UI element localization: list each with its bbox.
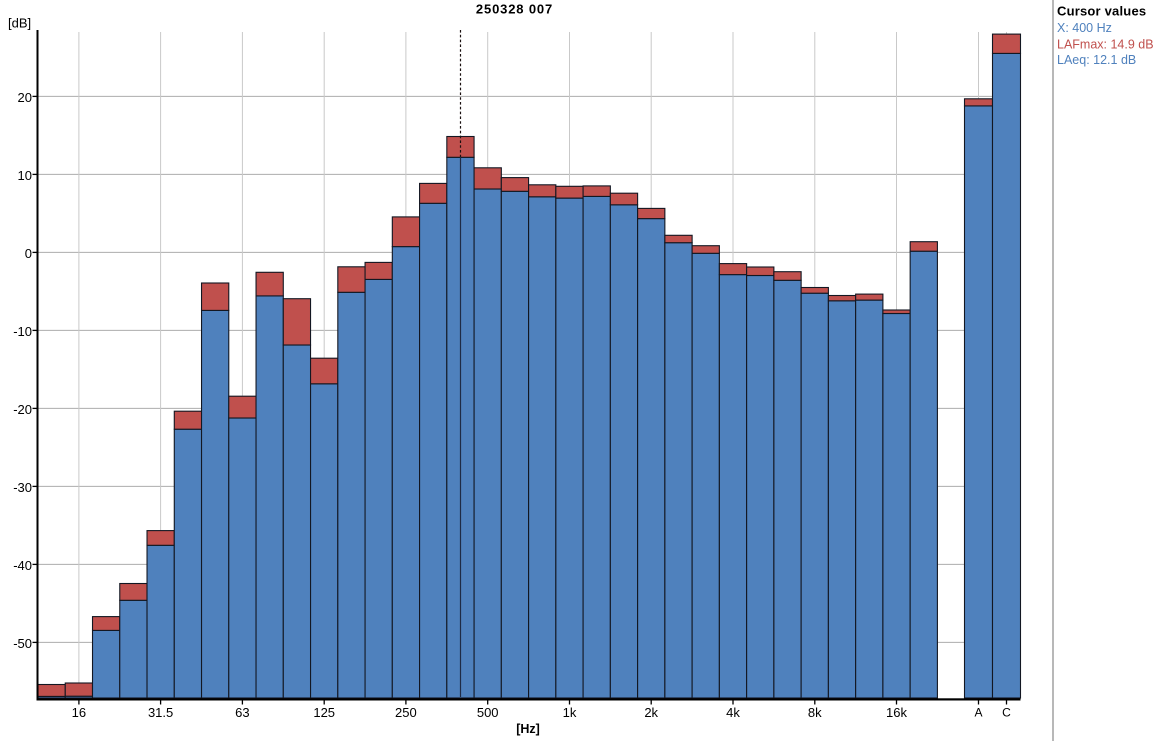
svg-text:A: A [974, 706, 982, 720]
svg-text:250328 007: 250328 007 [476, 1, 553, 16]
svg-text:X: 400 Hz: X: 400 Hz [1057, 21, 1112, 35]
svg-text:LAeq: 12.1 dB: LAeq: 12.1 dB [1057, 53, 1136, 67]
svg-text:16: 16 [72, 705, 86, 720]
svg-text:C: C [1002, 706, 1011, 720]
svg-text:2k: 2k [644, 705, 658, 720]
svg-text:8k: 8k [808, 705, 822, 720]
svg-text:[Hz]: [Hz] [516, 722, 540, 736]
svg-text:1k: 1k [563, 705, 577, 720]
svg-text:500: 500 [477, 705, 499, 720]
svg-text:-20: -20 [13, 402, 32, 417]
svg-text:10: 10 [18, 168, 32, 183]
svg-text:Cursor values: Cursor values [1057, 3, 1146, 18]
svg-text:-10: -10 [13, 324, 32, 339]
svg-text:[dB]: [dB] [8, 16, 31, 31]
svg-text:0: 0 [25, 246, 32, 261]
svg-text:20: 20 [18, 90, 32, 105]
svg-text:63: 63 [235, 705, 249, 720]
svg-text:-40: -40 [13, 558, 32, 573]
svg-text:125: 125 [313, 705, 335, 720]
svg-text:16k: 16k [886, 705, 907, 720]
svg-text:31.5: 31.5 [148, 705, 173, 720]
svg-text:250: 250 [395, 705, 417, 720]
svg-text:LAFmax: 14.9 dB: LAFmax: 14.9 dB [1057, 38, 1154, 52]
svg-text:-30: -30 [13, 480, 32, 495]
svg-text:-50: -50 [13, 636, 32, 651]
svg-text:4k: 4k [726, 705, 740, 720]
